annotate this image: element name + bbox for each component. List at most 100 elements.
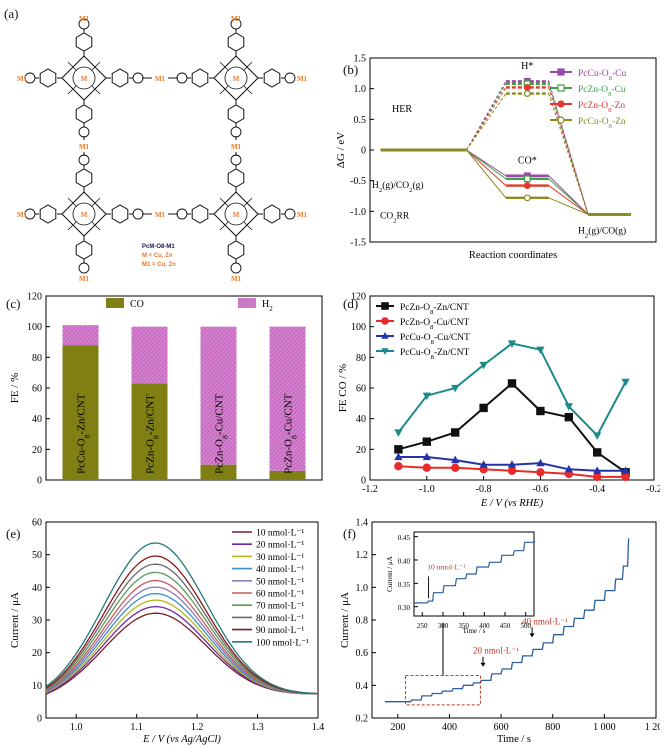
y-tick-label: 60 [32,518,42,529]
legend-label: 90 nmol·L⁻¹ [256,626,304,636]
y-tick-label: 30 [32,616,42,627]
y-tick-label: 80 [32,353,42,364]
legend-label: 50 nmol·L⁻¹ [256,577,304,587]
x-tick-label: -0.2 [646,484,660,495]
macrocycle-inner [224,202,248,226]
y-tick-label: 60 [32,384,42,395]
x-tick-label: 1.4 [312,722,325,733]
linker-metal-label: M1 [231,15,242,23]
dioxolene-ring [284,208,296,220]
inset-x-axis-label: Time / s [463,627,486,635]
y-axis-label: Current / μA [339,592,351,648]
step-annotation: 40 nmol·L⁻¹ [522,616,568,626]
series-2 [394,452,630,474]
y-axis-label: FE / % [9,373,21,404]
connector-her [548,83,589,215]
y-tick-label: 20 [32,445,42,456]
legend: 10 nmol·L⁻¹ 20 nmol·L⁻¹ 30 nmol·L⁻¹ 40 nmol… [232,529,309,648]
legend-label: PcZn-O8-Zn [578,101,625,114]
structure-legend: PcM-O8-M1 M = Cu, Zn M1 = Cu, Zn [142,243,176,270]
phthalocyanine-unit: M [176,154,296,274]
aza-bridge [91,221,101,231]
x-tick-label: 450 [500,622,511,630]
connector-her [466,93,507,151]
benzo-ring [111,204,129,224]
panel-b-letter: (b) [343,62,359,77]
benzo-ring [75,168,93,188]
legend-marker [381,302,389,310]
legend-marker [557,100,565,108]
benzo-ring [75,240,93,260]
x-tick-label: 1.3 [251,722,264,733]
data-point [507,340,517,348]
data-point [536,346,545,355]
legend-label: PcZn-O8-Zn/CNT [400,303,469,316]
data-point [536,458,545,467]
y-tick-label: 1.2 [356,550,369,561]
legend: PcZn-O8-Zn/CNT PcZn-O8-Cu/CNT PcCu-O8-Cu/C… [376,302,470,361]
x-tick-label: -0.4 [589,484,605,495]
y-tick-label: 0.5 [354,115,367,126]
aza-bridge [243,85,253,95]
panel-e-letter: (e) [6,526,21,541]
bar-co [269,470,306,480]
y-tick-label: 0.30 [398,604,411,612]
aza-bridge [219,221,229,231]
y-tick-label: 1.4 [356,518,369,529]
aza-bridge [67,197,77,207]
intermediate-marker [523,194,531,202]
series-0 [380,77,631,216]
data-point [564,464,573,473]
annotation-her: HER [392,104,412,115]
legend-label: 100 nmol·L⁻¹ [256,638,309,648]
x-tick-label: 1.1 [130,722,143,733]
x-tick-label: 500 [520,622,531,630]
inset-chart: 250 300 350 400 450 500 0.30 0.35 0.40 0.45 Curren… [386,531,536,635]
y-tick-label: 100 [27,322,42,333]
data-point [536,468,545,477]
phthalocyanine-unit: M [24,18,144,138]
x-axis-label: Time / s [497,734,531,745]
legend-label: 10 nmol·L⁻¹ [256,529,304,539]
structure-legend-line-3: M1 = Cu, Zn [142,262,176,268]
metal-center-label: M [81,75,88,83]
data-point [507,379,517,388]
y-tick-label: 80 [356,353,366,364]
aza-bridge [219,61,229,71]
y-axis-label: ΔG / eV [336,132,347,168]
data-point [621,472,630,482]
y-tick-label: 1.0 [356,583,369,594]
category-label: PcZn-O8-Zn/CNT [145,394,161,474]
y-tick-label: 120 [27,292,42,303]
phthalocyanine-unit: M [176,18,296,138]
x-tick-label: 1.0 [70,722,83,733]
benzo-ring [75,104,93,124]
y-tick-label: 0 [361,146,366,157]
connector-her [548,87,589,215]
linker-metal-label: M1 [231,143,242,151]
series-0 [394,379,630,477]
bar-group: PcCu-O8-Zn/CNT [62,325,99,480]
connector-her [466,81,507,151]
data-point [507,460,517,468]
y-tick-label: 20 [32,648,42,659]
y-tick-label: 50 [32,550,42,561]
structure-legend-line-2: M = Cu, Zn [142,253,173,259]
x-tick-label: 300 [438,622,449,630]
category-label: PcZn-O8-Cu/CNT [283,393,299,474]
x-axis-label: Reaction coordinates [469,250,557,261]
data-point [451,455,460,464]
structure-legend-line-1: PcM-O8-M1 [142,244,175,250]
data-point [422,463,432,472]
legend-label: PcZn-O8-Cu/CNT [400,318,469,331]
inset-y-axis-label: Current / μA [386,556,394,592]
benzo-ring [227,240,245,260]
macrocycle-inner [224,66,248,90]
metal-center-label: M [233,75,240,83]
dioxolene-ring [176,208,188,220]
dioxolene-ring [132,72,144,84]
x-tick-label: 350 [458,622,469,630]
connector-co2rr [548,185,589,215]
y-tick-label: 1.5 [354,54,367,65]
macrocycle-inner [72,202,96,226]
